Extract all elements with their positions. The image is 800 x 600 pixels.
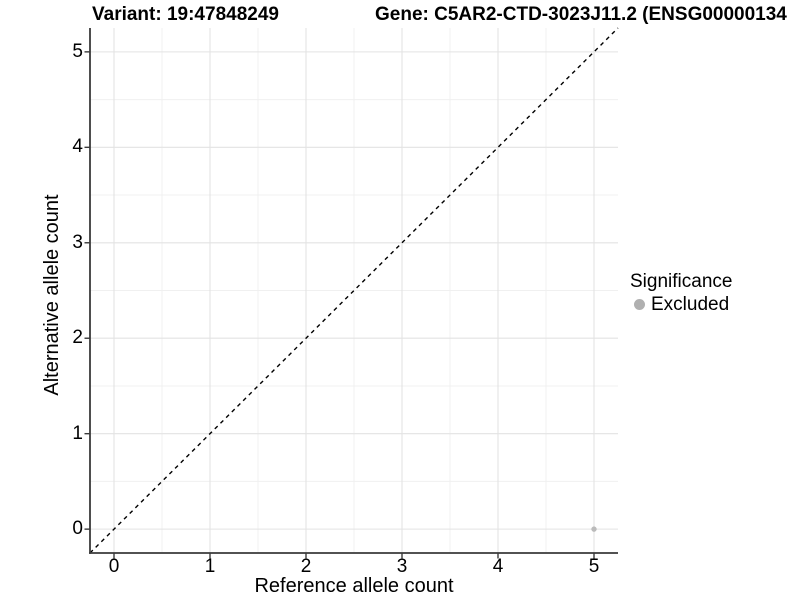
x-tick-label: 2 bbox=[300, 556, 312, 577]
y-tick-label: 3 bbox=[72, 231, 83, 253]
x-tick-label: 4 bbox=[492, 556, 504, 577]
legend-title: Significance bbox=[630, 271, 733, 292]
legend: Significance Excluded bbox=[630, 270, 732, 316]
legend-point-icon bbox=[634, 299, 645, 310]
legend-entries: Excluded bbox=[630, 293, 732, 316]
plot-title-gene: Gene: C5AR2-CTD-3023J11.2 (ENSG00000134 bbox=[375, 4, 787, 25]
legend-entry: Excluded bbox=[630, 293, 732, 316]
x-tick-label: 3 bbox=[396, 556, 408, 577]
y-tick-label: 4 bbox=[72, 136, 83, 158]
y-tick-label: 1 bbox=[72, 422, 83, 444]
plot-title-variant: Variant: 19:47848249 bbox=[92, 4, 279, 25]
data-point bbox=[591, 526, 597, 532]
y-axis-label: Alternative allele count bbox=[41, 194, 63, 396]
y-tick-label: 0 bbox=[72, 518, 83, 540]
y-tick-label: 2 bbox=[72, 327, 83, 349]
x-tick-label: 5 bbox=[588, 556, 600, 577]
x-tick-label: 0 bbox=[108, 556, 120, 577]
x-axis-label: Reference allele count bbox=[254, 575, 454, 597]
y-tick-label: 5 bbox=[72, 40, 83, 62]
legend-entry-label: Excluded bbox=[651, 294, 730, 315]
x-tick-label: 1 bbox=[204, 556, 216, 577]
